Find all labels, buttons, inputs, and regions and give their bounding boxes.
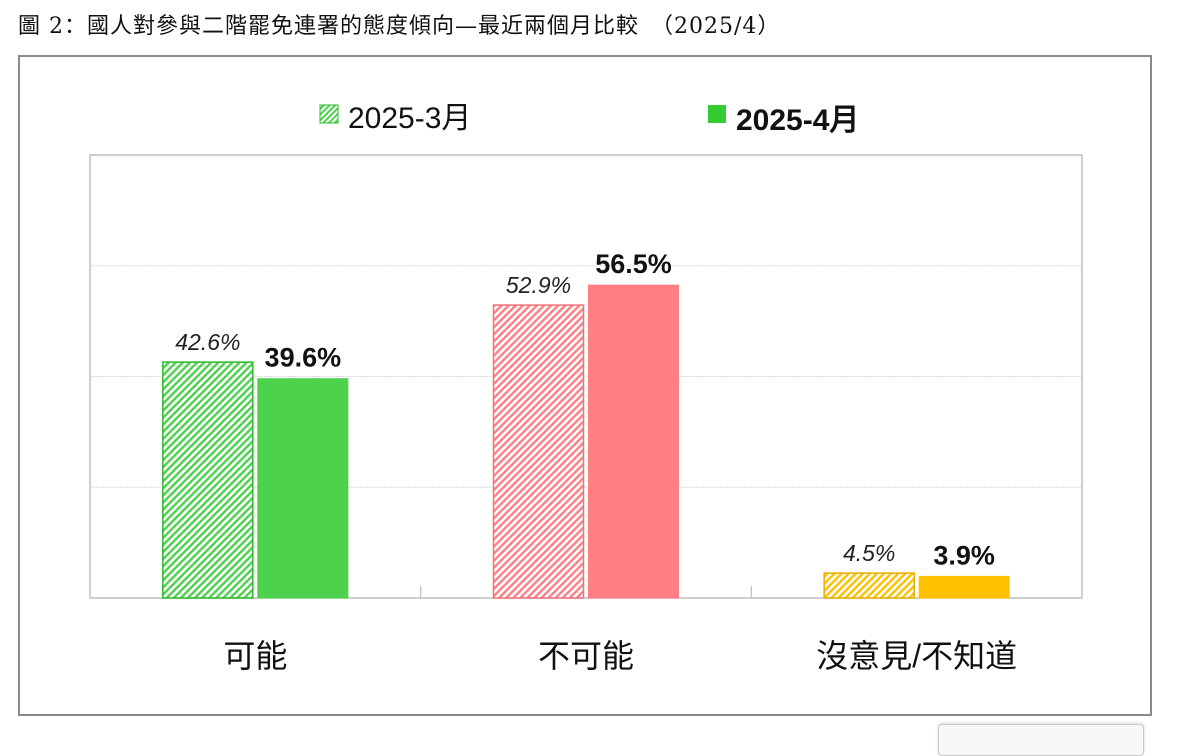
legend: 2025-3月 2025-4月 [319,102,859,137]
figure-caption: 圖 2：國人對參與二階罷免連署的態度傾向—最近兩個月比較 （2025/4） [18,14,781,39]
bars [162,284,1010,599]
data-label: 42.6% [175,329,240,355]
legend-label-2025-03: 2025-3月 [348,102,471,135]
bar-possible-2025-03 [162,361,254,599]
bar-no_opinion-2025-03 [823,572,915,599]
bar-impossible-2025-03 [492,304,585,599]
data-label: 3.9% [933,540,995,570]
value-labels: 42.6% 39.6% 52.9% 56.5% 4.5% 3.9% [175,249,995,570]
bar-chart: 42.6% 39.6% 52.9% 56.5% 4.5% 3.9% 可能 不可能 沒意見/不知… [89,102,1083,674]
gridlines [90,265,1082,598]
data-label: 39.6% [265,343,342,373]
data-label: 4.5% [843,540,895,566]
bar-impossible-2025-04 [588,284,679,599]
category-label: 不可能 [538,638,634,674]
legend-label-2025-04: 2025-4月 [736,104,859,137]
category-label: 沒意見/不知道 [816,638,1017,674]
category-labels: 可能 不可能 沒意見/不知道 [223,638,1017,674]
bar-possible-2025-04 [257,378,349,599]
floating-toolbar[interactable] [938,724,1144,756]
data-label: 56.5% [595,249,672,279]
data-label: 52.9% [506,272,571,298]
category-label: 可能 [223,638,287,674]
bar-no_opinion-2025-04 [918,575,1010,599]
legend-swatch-2025-03 [319,104,339,124]
legend-swatch-2025-04 [708,105,726,123]
chart-frame: 42.6% 39.6% 52.9% 56.5% 4.5% 3.9% 可能 不可能 沒意見/不知… [18,55,1152,716]
